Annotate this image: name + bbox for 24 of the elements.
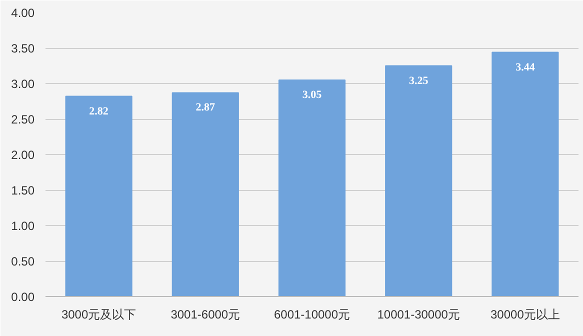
- y-tick-label: 4.00: [11, 6, 35, 20]
- x-tick-label: 6001-10000元: [274, 308, 350, 322]
- y-tick-label: 0.00: [11, 290, 35, 304]
- data-label: 3.05: [302, 88, 322, 101]
- x-tick-label: 3001-6000元: [170, 308, 240, 322]
- bar: [492, 52, 559, 296]
- y-tick-label: 3.00: [11, 77, 35, 91]
- x-tick-label: 10001-30000元: [377, 308, 460, 322]
- y-tick-label: 0.50: [11, 254, 35, 268]
- y-tick-label: 3.50: [11, 42, 35, 56]
- y-tick-label: 1.00: [11, 219, 35, 233]
- y-tick-label: 1.50: [11, 184, 35, 198]
- data-label: 3.25: [408, 74, 429, 87]
- x-tick-label: 3000元及以下: [61, 308, 136, 322]
- bar: [172, 92, 239, 296]
- bar: [65, 96, 132, 296]
- bar: [385, 65, 452, 296]
- data-label: 2.87: [196, 102, 216, 114]
- data-label: 2.82: [89, 105, 109, 118]
- x-tick-label: 30000元以上: [490, 308, 560, 322]
- data-label: 3.44: [516, 61, 536, 74]
- bar: [278, 79, 346, 296]
- y-tick-label: 2.50: [11, 112, 35, 126]
- y-tick-label: 2.00: [11, 148, 35, 162]
